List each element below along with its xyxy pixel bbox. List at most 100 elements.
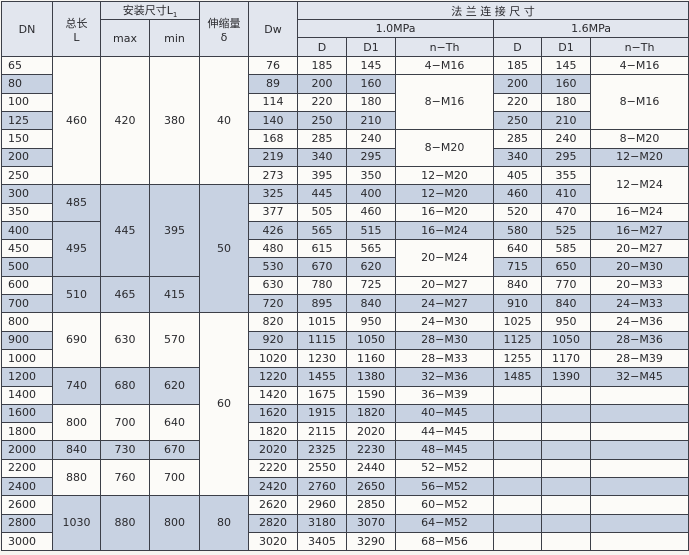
nth-1-0-cell: 20−M27: [395, 275, 495, 296]
table-row: 1400 1420 1675 1590 36−M39: [1, 385, 689, 405]
nth-1-6-cell: 28−M36: [590, 330, 689, 350]
dn-cell: 900: [1, 330, 53, 350]
header-min: min: [148, 19, 201, 58]
dw-cell: 2420: [248, 477, 299, 497]
d-1-6-cell: 285: [493, 129, 543, 149]
nth-1-0-cell: 8−M20: [395, 129, 495, 167]
nth-1-6-cell: 24−M36: [590, 312, 689, 332]
header-expansion: 伸缩量 δ: [199, 0, 250, 58]
table-row: 2600 1030 880 800 80 2620 2960 2850 60−M52: [1, 495, 689, 552]
d1-1-0-cell: 350: [346, 165, 397, 186]
nth-1-6-cell: 12−M24: [590, 165, 689, 204]
table-row: 80 89 200 160 8−M16 200 160 8−M16: [1, 74, 689, 131]
header-install-size: 安装尺寸L1: [99, 0, 201, 21]
d1-1-6-cell: [541, 403, 592, 424]
dw-cell: 377: [248, 202, 299, 222]
d1-1-6-cell: 770: [541, 275, 592, 296]
d1-1-6-cell: 180: [541, 92, 592, 113]
d1-1-6-cell: [541, 531, 592, 552]
d1-1-0-cell: 1380: [346, 367, 397, 387]
nth-1-0-cell: 52−M52: [395, 458, 495, 479]
d-1-6-cell: [493, 513, 543, 533]
d-1-6-cell: 910: [493, 294, 543, 314]
expansion-cell: 60: [199, 312, 250, 497]
table-row: 350 377 505 460 16−M20 520 470 16−M24: [1, 202, 689, 222]
d-1-0-cell: 1915: [297, 403, 348, 424]
nth-1-6-cell: 16−M27: [590, 220, 689, 241]
dw-cell: 219: [248, 147, 299, 167]
d-1-0-cell: 2115: [297, 422, 348, 442]
dn-cell: 800: [1, 312, 53, 332]
d-1-6-cell: 1125: [493, 330, 543, 350]
dw-cell: 2220: [248, 458, 299, 479]
table-row: 1800 1820 2115 2020 44−M45: [1, 422, 689, 442]
table-row: 3000 3020 3405 3290 68−M56: [1, 531, 689, 552]
table-row: 300 485 445 395 50 325 445 400 12−M20 460 410: [1, 184, 689, 314]
install-max-cell: 680: [100, 367, 150, 405]
header-total-length: 总长 L: [52, 0, 101, 58]
d-1-0-cell: 185: [297, 56, 348, 76]
d-1-6-cell: [493, 385, 543, 405]
d-1-0-cell: 895: [297, 294, 348, 314]
d-1-6-cell: [493, 531, 543, 552]
install-min-cell: 395: [148, 184, 201, 277]
d1-1-6-cell: 240: [541, 129, 592, 149]
header-install-size-subscript: 1: [172, 11, 178, 20]
dw-cell: 630: [248, 275, 299, 296]
install-min-cell: 620: [148, 367, 201, 405]
install-min-cell: 570: [148, 312, 201, 369]
d1-1-6-cell: 145: [541, 56, 592, 76]
d-1-0-cell: 200: [297, 74, 348, 94]
dn-cell: 80: [1, 74, 53, 94]
header-nth-1-6: n−Th: [590, 37, 689, 58]
d-1-0-cell: 3405: [297, 531, 348, 552]
nth-1-6-cell: 32−M45: [590, 367, 689, 387]
nth-1-0-cell: 56−M52: [395, 477, 495, 497]
d-1-6-cell: [493, 422, 543, 442]
d-1-6-cell: 1485: [493, 367, 543, 387]
table-row: 450 480 615 565 20−M24 640 585 20−M27: [1, 239, 689, 277]
d-1-6-cell: 405: [493, 165, 543, 186]
dn-cell: 150: [1, 129, 53, 149]
d1-1-0-cell: 1590: [346, 385, 397, 405]
dw-cell: 89: [248, 74, 299, 94]
table-row: 800 690 630 570 60 820 1015 950 24−M30 1025 950 24−…: [1, 312, 689, 497]
nth-1-6-cell: [590, 422, 689, 442]
d-1-6-cell: 185: [493, 56, 543, 76]
d1-1-6-cell: 295: [541, 147, 592, 167]
dw-cell: 1620: [248, 403, 299, 424]
nth-1-0-cell: 24−M30: [395, 312, 495, 332]
table-row: 600 510 465 415 630 780 725 20−M27 840 770 20−M33: [1, 275, 689, 314]
dw-cell: 920: [248, 330, 299, 350]
d1-1-6-cell: [541, 440, 592, 460]
header-max: max: [100, 19, 150, 58]
install-max-cell: 420: [100, 56, 150, 186]
d1-1-0-cell: 240: [346, 129, 397, 149]
d-1-0-cell: 1455: [297, 367, 348, 387]
dw-cell: 820: [248, 312, 299, 332]
total-length-cell: 495: [52, 220, 101, 277]
install-max-cell: 630: [100, 312, 150, 369]
d-1-6-cell: 340: [493, 147, 543, 167]
install-min-cell: 415: [148, 275, 201, 314]
nth-1-0-cell: 64−M52: [395, 513, 495, 533]
nth-1-6-cell: [590, 440, 689, 460]
d1-1-6-cell: 1050: [541, 330, 592, 350]
d-1-6-cell: [493, 403, 543, 424]
nth-1-0-cell: 12−M20: [395, 184, 495, 204]
d1-1-6-cell: [541, 422, 592, 442]
d1-1-0-cell: 2850: [346, 495, 397, 515]
d1-1-0-cell: 145: [346, 56, 397, 76]
d1-1-0-cell: 3070: [346, 513, 397, 533]
total-length-cell: 800: [52, 403, 101, 442]
nth-1-6-cell: [590, 477, 689, 497]
nth-1-0-cell: 16−M20: [395, 202, 495, 222]
d-1-6-cell: [493, 495, 543, 515]
d-1-0-cell: 1115: [297, 330, 348, 350]
dw-cell: 273: [248, 165, 299, 186]
d1-1-6-cell: 525: [541, 220, 592, 241]
nth-1-6-cell: [590, 385, 689, 405]
d1-1-6-cell: 840: [541, 294, 592, 314]
header-d-1-6: D: [493, 37, 543, 58]
dn-cell: 1000: [1, 348, 53, 369]
